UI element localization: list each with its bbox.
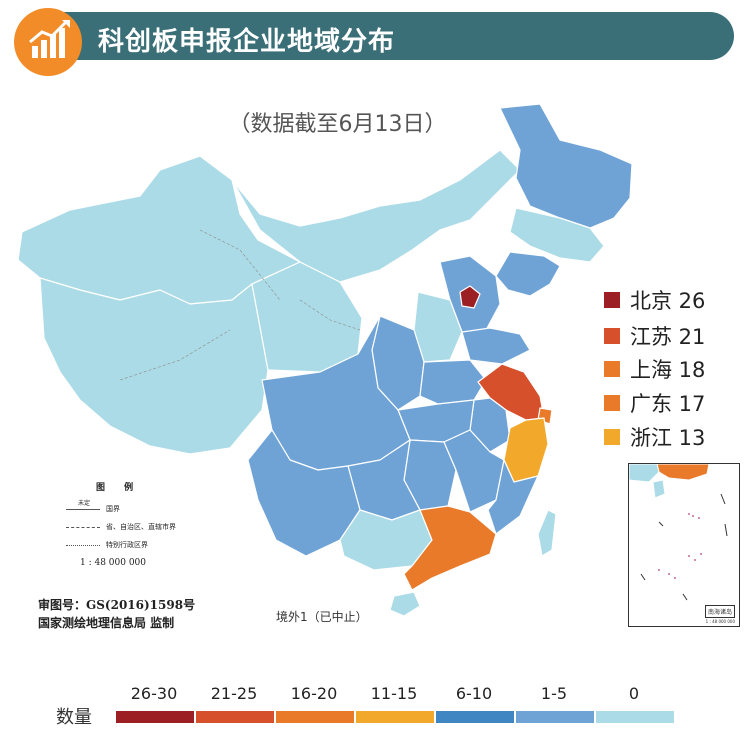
scale-swatch-11-15 — [356, 711, 434, 723]
scale-swatch-6-10 — [436, 711, 514, 723]
province-jilin — [509, 207, 605, 263]
legend-shanghai: 上海 18 — [604, 356, 705, 382]
legend-label: 浙江 13 — [630, 426, 706, 450]
title-bar — [40, 12, 734, 60]
bar-chart-icon — [14, 8, 82, 76]
province-taiwan — [537, 509, 557, 557]
province-henan — [419, 359, 487, 405]
scale-range-label: 0 — [628, 684, 640, 703]
map-legend-row: 特别行政区界 — [66, 540, 148, 550]
scale-legend-title: 数量 — [56, 707, 92, 728]
scale-range-label: 26-30 — [130, 684, 178, 703]
legend-label: 北京 26 — [630, 289, 706, 313]
scale-swatch-26-30 — [116, 711, 194, 723]
page-title: 科创板申报企业地域分布 — [98, 27, 396, 57]
province-xizang — [39, 277, 269, 455]
legend-label: 江苏 21 — [630, 325, 706, 349]
scale-swatch-0 — [596, 711, 674, 723]
inset-label: 南海诸岛 — [704, 605, 735, 618]
scale-range-label: 16-20 — [290, 684, 338, 703]
legend-swatch — [604, 395, 620, 411]
legend-zhejiang: 浙江 13 — [604, 424, 705, 450]
province-shandong — [461, 327, 531, 365]
scale-range-label: 21-25 — [210, 684, 258, 703]
legend-guangdong: 广东 17 — [604, 390, 705, 416]
legend-swatch — [604, 328, 620, 344]
legend-label: 广东 17 — [630, 392, 706, 416]
legend-label: 上海 18 — [630, 358, 706, 382]
south-china-sea-inset: 南海诸岛 1 : 48 000 000 — [628, 463, 740, 627]
scale-range-label: 6-10 — [455, 684, 493, 703]
legend-swatch — [604, 429, 620, 445]
legend-swatch — [604, 361, 620, 377]
inset-scale: 1 : 48 000 000 — [705, 619, 735, 624]
province-fujian — [487, 459, 539, 535]
province-guangdong — [403, 505, 497, 591]
surveyor-note: 国家测绘地理信息局 监制 — [38, 616, 175, 630]
page-subtitle: （数据截至6月13日） — [228, 112, 447, 137]
map-legend-row: 省、自治区、直辖市界 — [66, 522, 176, 532]
province-zhejiang — [503, 417, 549, 483]
province-liaoning — [495, 251, 561, 297]
map-legend-title: 图 例 — [96, 483, 142, 493]
province-hainan — [389, 591, 421, 617]
approval-number: 审图号：GS(2016)1598号 — [38, 598, 196, 612]
map-scale: 1 : 48 000 000 — [80, 558, 147, 568]
scale-range-label: 1-5 — [540, 684, 568, 703]
legend-beijing: 北京 26 — [604, 287, 705, 313]
legend-swatch — [604, 292, 620, 308]
map-legend-row: 国界 — [66, 504, 120, 514]
province-beijing — [459, 285, 481, 309]
overseas-note: 境外1（已中止） — [276, 610, 368, 624]
scale-swatch-16-20 — [276, 711, 354, 723]
province-heilongjiang — [499, 103, 633, 229]
map-legend-disputed: 未定 — [78, 500, 91, 507]
scale-swatch-21-25 — [196, 711, 274, 723]
legend-jiangsu: 江苏 21 — [604, 323, 705, 349]
scale-range-label: 11-15 — [370, 684, 418, 703]
scale-swatch-1-5 — [516, 711, 594, 723]
